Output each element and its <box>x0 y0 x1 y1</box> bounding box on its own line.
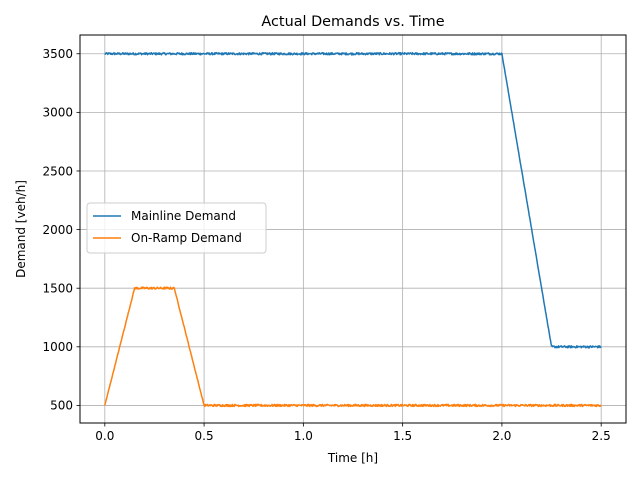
y-tick-label: 2500 <box>42 164 73 178</box>
x-tick-label: 2.5 <box>592 429 611 443</box>
x-tick-label: 0.0 <box>95 429 114 443</box>
x-axis-label: Time [h] <box>327 451 378 465</box>
ticks: 0.0 0.5 1.0 1.5 2.0 2.5 500 1000 1500 2000 2500 300… <box>42 47 610 443</box>
series-line-0 <box>104 51 602 349</box>
axes-frame <box>79 34 627 424</box>
legend-label-onramp: On-Ramp Demand <box>131 231 242 245</box>
legend-label-mainline: Mainline Demand <box>131 209 236 223</box>
y-tick-label: 2000 <box>42 223 73 237</box>
y-tick-label: 500 <box>50 399 73 413</box>
legend-box <box>86 202 267 254</box>
x-tick-label: 1.0 <box>294 429 313 443</box>
y-tick-label: 1000 <box>42 340 73 354</box>
y-tick-label: 3500 <box>42 47 73 61</box>
series-line-1 <box>104 286 602 408</box>
x-tick-label: 2.0 <box>492 429 511 443</box>
chart-title: Actual Demands vs. Time <box>261 14 444 30</box>
y-axis-label: Demand [veh/h] <box>14 180 28 278</box>
y-tick-label: 3000 <box>42 106 73 120</box>
x-tick-label: 1.5 <box>393 429 412 443</box>
x-tick-label: 0.5 <box>195 429 214 443</box>
legend: Mainline Demand On-Ramp Demand <box>86 202 267 254</box>
y-tick-label: 1500 <box>42 281 73 295</box>
series-layer <box>104 51 602 408</box>
